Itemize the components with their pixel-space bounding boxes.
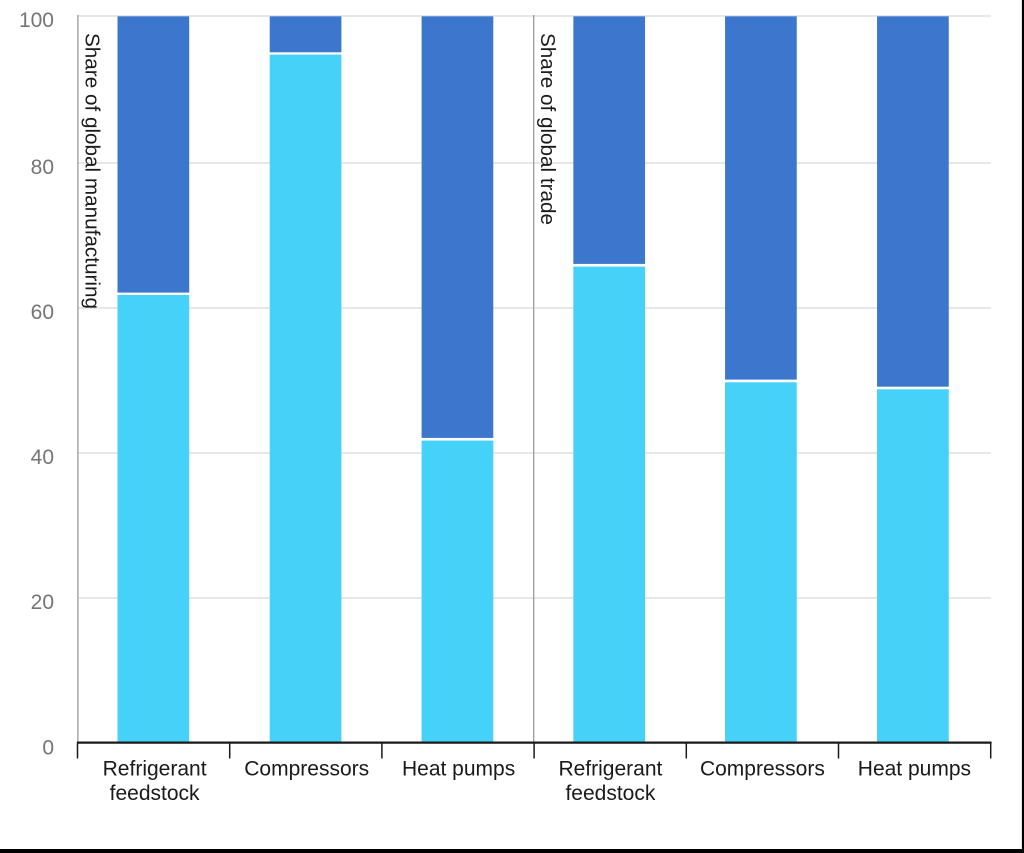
svg-text:0: 0 xyxy=(42,737,54,760)
svg-text:100: 100 xyxy=(19,9,54,32)
svg-text:Share of global manufacturing: Share of global manufacturing xyxy=(80,33,103,309)
svg-text:Refrigerant: Refrigerant xyxy=(103,758,207,781)
svg-text:60: 60 xyxy=(31,301,54,324)
svg-text:Refrigerant: Refrigerant xyxy=(558,758,662,781)
svg-text:20: 20 xyxy=(31,591,54,614)
svg-text:80: 80 xyxy=(31,156,54,179)
svg-text:feedstock: feedstock xyxy=(110,782,200,805)
svg-text:feedstock: feedstock xyxy=(565,782,655,805)
svg-text:Heat pumps: Heat pumps xyxy=(402,758,515,781)
svg-text:40: 40 xyxy=(31,446,54,469)
svg-text:Share of global trade: Share of global trade xyxy=(536,33,559,225)
svg-text:Compressors: Compressors xyxy=(700,758,825,781)
svg-text:Heat pumps: Heat pumps xyxy=(858,758,971,781)
svg-text:Compressors: Compressors xyxy=(244,758,369,781)
